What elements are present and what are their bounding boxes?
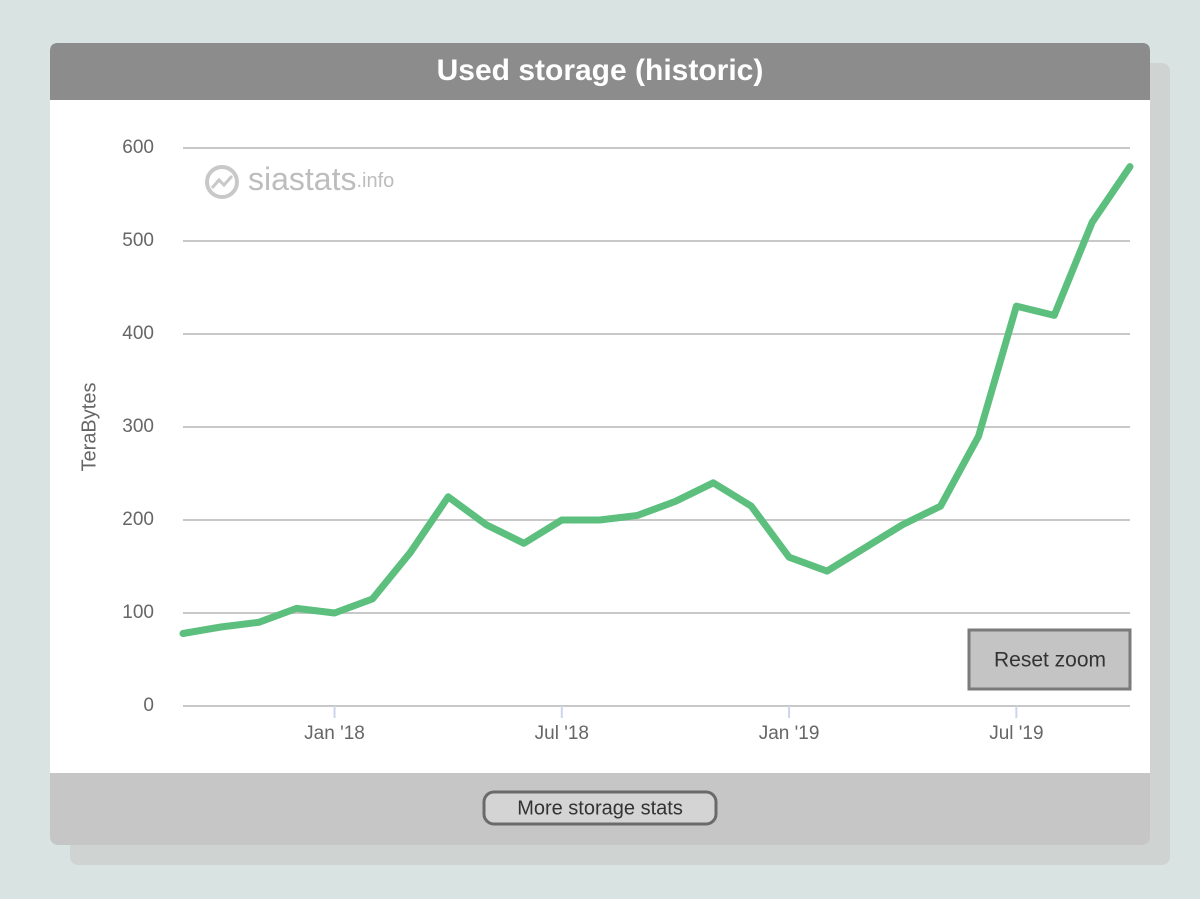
reset-zoom-label[interactable]: Reset zoom [994, 649, 1106, 672]
y-tick-label: 500 [122, 230, 154, 251]
y-tick-label: 100 [122, 602, 154, 623]
watermark-icon [205, 165, 239, 199]
y-tick-label: 400 [122, 323, 154, 344]
data-line [179, 163, 1134, 637]
y-tick-label: 300 [122, 416, 154, 437]
chart-title: Used storage (historic) [437, 54, 764, 87]
x-tick-label: Jul '19 [989, 723, 1043, 744]
reset-zoom-button[interactable]: Reset zoom [967, 628, 1132, 691]
more-stats-box[interactable] [482, 790, 718, 826]
y-axis-label: TeraBytes [78, 383, 100, 472]
x-tick-label: Jan '19 [759, 723, 820, 744]
x-tick-label: Jan '18 [304, 723, 365, 744]
y-tick-label: 600 [122, 137, 154, 158]
x-tick-label: Jul '18 [535, 723, 589, 744]
more-stats-button[interactable]: More storage stats [482, 790, 718, 826]
y-tick-label: 0 [143, 695, 154, 716]
watermark-icon-line [210, 175, 234, 189]
watermark-suffix: .info [356, 170, 394, 192]
y-tick-label: 200 [122, 509, 154, 530]
plot: 0 100 200 300 400 500 600 Jan '18 Jul '18 Jan '19… [122, 137, 1134, 744]
watermark: siastats.info [205, 161, 394, 199]
watermark-name: siastats [248, 161, 356, 197]
reset-zoom-box[interactable] [967, 628, 1132, 691]
plot-background [50, 100, 1150, 773]
more-stats-label[interactable]: More storage stats [517, 797, 683, 819]
card-header [50, 43, 1150, 100]
watermark-text: siastats.info [248, 161, 394, 197]
